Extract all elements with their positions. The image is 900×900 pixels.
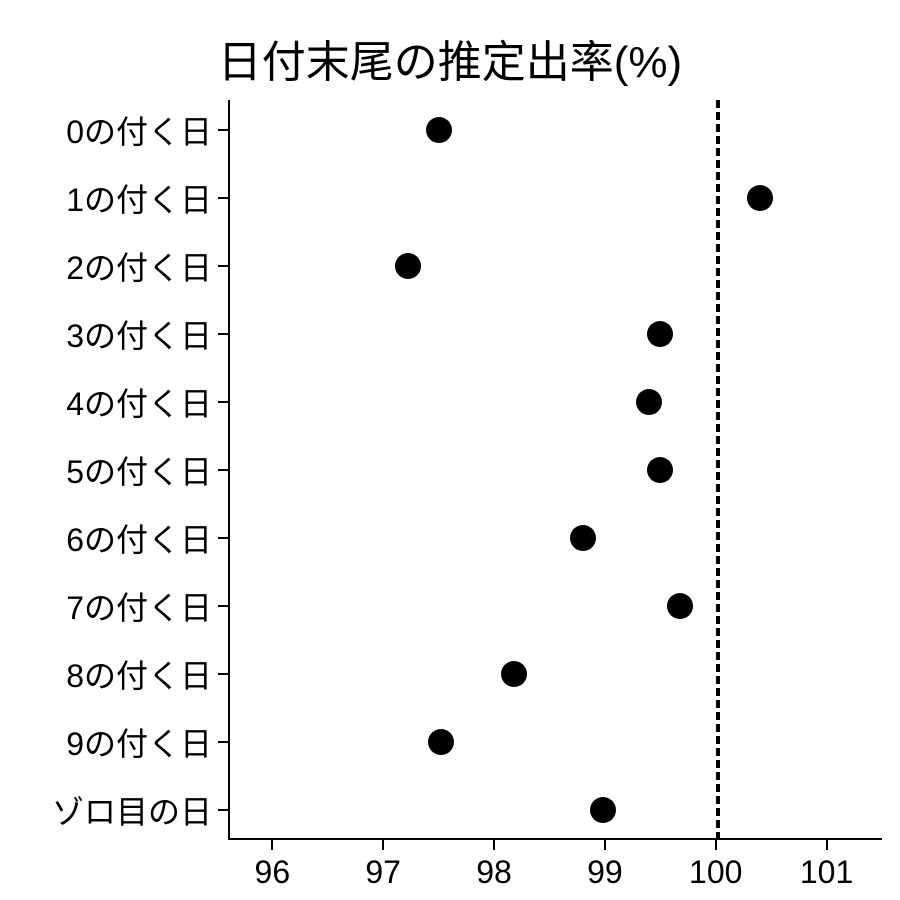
- plot-area: [228, 100, 882, 840]
- data-point: [590, 797, 616, 823]
- data-point: [501, 661, 527, 687]
- data-point: [667, 593, 693, 619]
- y-tick-mark: [218, 537, 228, 539]
- y-tick-mark: [218, 401, 228, 403]
- data-point: [428, 729, 454, 755]
- y-tick-mark: [218, 129, 228, 131]
- x-tick-mark: [382, 840, 384, 850]
- x-tick-label: 97: [365, 854, 401, 891]
- y-axis-line: [228, 100, 230, 840]
- x-tick-mark: [826, 840, 828, 850]
- data-point: [570, 525, 596, 551]
- y-tick-mark: [218, 265, 228, 267]
- x-tick-label: 99: [587, 854, 623, 891]
- y-tick-label: 1の付く日: [66, 175, 212, 221]
- y-tick-label: 7の付く日: [66, 583, 212, 629]
- y-tick-mark: [218, 673, 228, 675]
- x-tick-label: 101: [800, 854, 853, 891]
- data-point: [636, 389, 662, 415]
- y-tick-label: 2の付く日: [66, 243, 212, 289]
- x-tick-label: 96: [255, 854, 291, 891]
- y-tick-mark: [218, 605, 228, 607]
- y-tick-label: ゾロ目の日: [52, 787, 212, 833]
- x-tick-label: 98: [476, 854, 512, 891]
- x-tick-mark: [271, 840, 273, 850]
- x-tick-mark: [493, 840, 495, 850]
- y-tick-label: 3の付く日: [66, 311, 212, 357]
- y-tick-mark: [218, 197, 228, 199]
- y-tick-mark: [218, 809, 228, 811]
- y-tick-label: 6の付く日: [66, 515, 212, 561]
- data-point: [426, 117, 452, 143]
- y-tick-label: 9の付く日: [66, 719, 212, 765]
- chart-container: 日付末尾の推定出率(%) 96 97 98 99 100 101 0の付く日 1の付く日 2の付…: [0, 0, 900, 900]
- y-tick-mark: [218, 333, 228, 335]
- data-point: [647, 457, 673, 483]
- y-tick-mark: [218, 741, 228, 743]
- x-tick-label: 100: [689, 854, 742, 891]
- y-tick-label: 0の付く日: [66, 107, 212, 153]
- x-tick-mark: [604, 840, 606, 850]
- y-tick-mark: [218, 469, 228, 471]
- y-tick-label: 8の付く日: [66, 651, 212, 697]
- data-point: [747, 185, 773, 211]
- data-point: [395, 253, 421, 279]
- reference-line: [716, 100, 720, 840]
- x-axis-line: [228, 838, 882, 840]
- y-tick-label: 4の付く日: [66, 379, 212, 425]
- y-tick-label: 5の付く日: [66, 447, 212, 493]
- x-tick-mark: [715, 840, 717, 850]
- data-point: [647, 321, 673, 347]
- chart-title: 日付末尾の推定出率(%): [0, 26, 900, 90]
